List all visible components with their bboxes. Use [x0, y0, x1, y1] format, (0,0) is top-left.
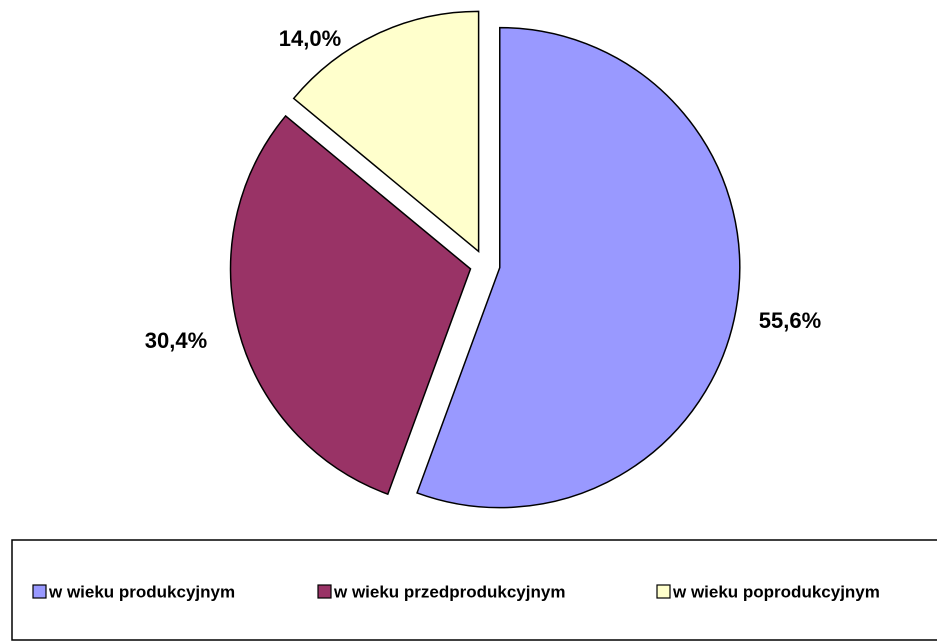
legend-swatch: [656, 584, 671, 599]
legend-box: [11, 539, 937, 641]
pie-slice: [292, 10, 480, 254]
pie-slice: [416, 26, 741, 509]
legend-label: w wieku poprodukcyjnym: [672, 582, 880, 601]
pie-slice: [229, 114, 472, 496]
legend-swatch: [317, 584, 332, 599]
slice-label: 14,0%: [279, 26, 341, 51]
legend-label: w wieku produkcyjnym: [48, 582, 235, 601]
slice-label: 30,4%: [145, 328, 207, 353]
legend-label: w wieku przedprodukcyjnym: [333, 582, 565, 601]
legend-swatch: [32, 584, 47, 599]
slice-label: 55,6%: [759, 308, 821, 333]
